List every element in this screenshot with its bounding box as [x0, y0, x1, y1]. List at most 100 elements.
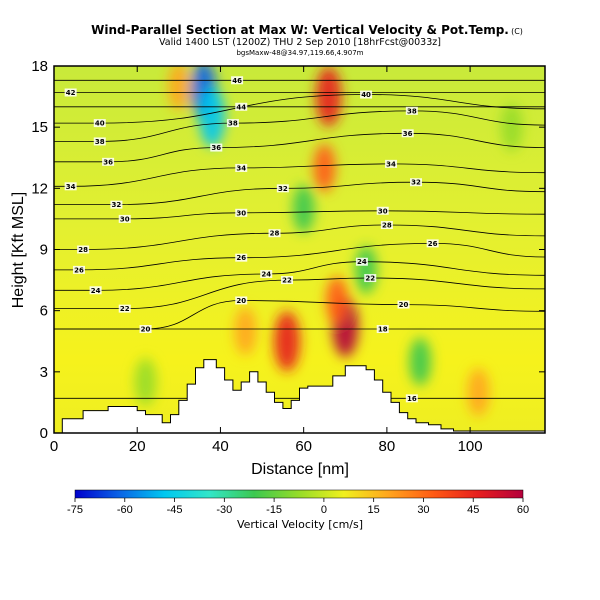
contour-label-text: 36	[103, 158, 113, 166]
contour-label-text: 34	[386, 160, 396, 168]
colorbar-tick-label: -45	[167, 504, 183, 516]
contour-label: 32	[110, 200, 123, 209]
y-tick-label: 18	[31, 58, 48, 75]
contour-label-text: 26	[428, 240, 438, 248]
contour-label: 32	[276, 184, 289, 193]
contour-label: 28	[77, 245, 90, 254]
velocity-cell	[355, 245, 378, 294]
contour-label: 26	[426, 239, 439, 248]
contour-label-text: 30	[120, 215, 130, 223]
contour-label: 40	[360, 90, 373, 99]
contour-label-text: 26	[236, 254, 246, 262]
terrain	[54, 359, 545, 433]
x-tick-label: 20	[129, 438, 146, 455]
y-tick-label: 6	[40, 303, 48, 320]
contour-label-text: 44	[236, 103, 246, 111]
contour-label: 34	[385, 159, 398, 168]
contour-label: 38	[93, 137, 106, 146]
contour-label-text: 30	[236, 209, 246, 217]
contour-label-text: 36	[403, 130, 413, 138]
contour-label: 20	[397, 300, 410, 309]
y-tick-label: 9	[40, 242, 48, 259]
contour-label-text: 32	[112, 201, 122, 209]
contour-label-text: 22	[120, 305, 130, 313]
contour-label-text: 16	[407, 395, 417, 403]
contour-label: 28	[380, 221, 393, 230]
velocity-cell	[292, 184, 315, 233]
contour-label-text: 32	[411, 179, 421, 187]
contour-label: 24	[355, 257, 368, 266]
x-tick-label: 100	[458, 438, 483, 455]
chart-subtitle-location: bgsMaxw-48@34.97,119.66,4.907m	[236, 49, 363, 57]
contour-label-text: 28	[270, 230, 280, 238]
chart-title: Wind-Parallel Section at Max W: Vertical…	[91, 23, 509, 37]
y-tick-label: 0	[40, 425, 48, 442]
contour-label: 24	[89, 286, 102, 295]
contour-label-text: 46	[232, 77, 242, 85]
colorbar-tick-label: 60	[517, 504, 529, 516]
x-tick-label: 60	[295, 438, 312, 455]
velocity-cell	[500, 103, 523, 152]
y-tick-label: 3	[40, 364, 48, 381]
contour-label: 26	[72, 265, 85, 274]
velocity-cell	[325, 276, 348, 325]
contour-label: 38	[405, 106, 418, 115]
contour-label: 20	[139, 325, 152, 334]
colorbar-ticks: -75 -60 -45 -30 -15 0 15 30 45 60	[67, 498, 529, 516]
contour-label-text: 24	[261, 270, 271, 278]
contour-label: 36	[401, 129, 414, 138]
contour-label: 30	[118, 214, 131, 223]
colorbar-tick-label: -75	[67, 504, 83, 516]
colorbar-tick-label: 15	[368, 504, 380, 516]
colorbar-label: Vertical Velocity [cm/s]	[237, 518, 363, 531]
y-tick-label: 12	[31, 180, 48, 197]
x-axis-label: Distance [nm]	[251, 461, 349, 478]
contour-label-text: 24	[357, 258, 367, 266]
contour-label: 26	[235, 253, 248, 262]
y-axis-label: Height [Kft MSL]	[10, 192, 27, 309]
contour-label-text: 22	[365, 275, 375, 283]
contour-label: 30	[376, 206, 389, 215]
contour-label: 36	[210, 143, 223, 152]
contour-label: 32	[410, 178, 423, 187]
contour-label-text: 28	[382, 222, 392, 230]
theta-contour	[54, 94, 545, 124]
velocity-cell	[167, 66, 190, 111]
contour-label: 22	[281, 276, 294, 285]
velocity-cell	[313, 143, 336, 192]
contour-label: 28	[268, 229, 281, 238]
contour-label-text: 30	[378, 207, 388, 215]
contour-label-text: 40	[95, 120, 105, 128]
contour-labels: 20 22 24 26 28 30 32 34 36 38 40 42 46 44 38 36 34 32 30 28…	[64, 76, 439, 403]
velocity-cell	[467, 368, 490, 417]
contour-label-text: 36	[211, 144, 221, 152]
contour-label-text: 18	[378, 326, 388, 334]
contour-label-text: 34	[236, 164, 246, 172]
contour-label: 44	[235, 102, 248, 111]
colorbar	[74, 489, 524, 499]
contour-label-text: 40	[361, 91, 371, 99]
velocity-cell	[315, 66, 342, 127]
theta-contour	[54, 300, 545, 330]
contour-label: 22	[118, 304, 131, 313]
x-axis: 0 20 40 60 80 100	[50, 66, 483, 455]
contour-label-text: 34	[66, 183, 76, 191]
contour-label-text: 20	[399, 301, 409, 309]
velocity-cell	[134, 358, 157, 407]
contour-label-text: 38	[407, 107, 417, 115]
contour-label: 34	[64, 182, 77, 191]
copyright-mark: (C)	[511, 27, 523, 36]
velocity-cell	[199, 86, 226, 147]
colorbar-tick-label: -30	[216, 504, 232, 516]
contour-label-text: 22	[282, 277, 292, 285]
contour-label-text: 38	[95, 138, 105, 146]
contour-label: 18	[376, 325, 389, 334]
contour-label-text: 20	[141, 326, 151, 334]
contour-label-text: 32	[278, 185, 288, 193]
x-tick-label: 0	[50, 438, 58, 455]
x-tick-label: 40	[212, 438, 229, 455]
contour-label: 42	[64, 88, 77, 97]
contour-label: 40	[93, 119, 106, 128]
